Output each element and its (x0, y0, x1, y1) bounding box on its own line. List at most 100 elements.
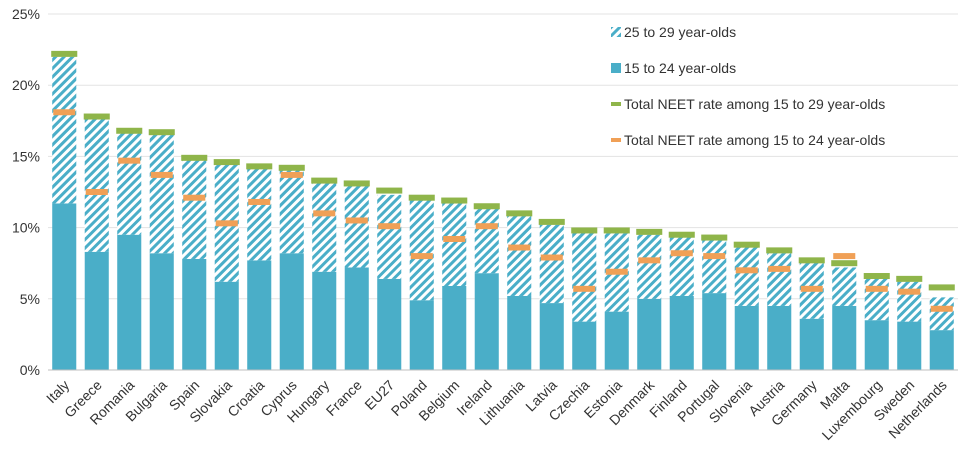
legend-label: Total NEET rate among 15 to 29 year-olds (624, 96, 885, 112)
marker-total-15-29-bulgaria (148, 129, 175, 136)
bar-25-29-portugal (702, 240, 727, 294)
marker-total-15-24-estonia (605, 268, 628, 275)
marker-total-15-29-portugal (701, 234, 728, 241)
marker-total-15-24-malta (833, 253, 856, 260)
bar-15-24-sweden (897, 321, 922, 370)
legend-label: Total NEET rate among 15 to 24 year-olds (624, 132, 885, 148)
bar-15-24-luxembourg (864, 320, 889, 370)
x-tick-label: Croatia (224, 377, 267, 420)
marker-total-15-24-belgium (443, 235, 466, 242)
marker-total-15-29-italy (51, 50, 78, 57)
bar-15-24-belgium (442, 285, 467, 370)
bar-25-29-poland (409, 199, 434, 301)
bar-25-29-luxembourg (864, 278, 889, 321)
bar-15-24-portugal (702, 293, 727, 370)
legend-swatch (611, 138, 621, 142)
y-tick-label: 10% (12, 220, 40, 236)
marker-total-15-24-ireland (475, 223, 498, 230)
y-tick-label: 15% (12, 148, 40, 164)
marker-total-15-29-belgium (441, 197, 468, 204)
bar-25-29-spain (182, 159, 207, 259)
markers (51, 50, 955, 312)
bar-25-29-slovenia (734, 246, 759, 306)
marker-total-15-29-sweden (896, 275, 923, 282)
y-tick-label: 0% (20, 362, 40, 378)
marker-total-15-24-eu27 (378, 223, 401, 230)
bar-25-29-malta (832, 267, 857, 306)
marker-total-15-24-hungary (313, 210, 336, 217)
y-axis: 0% 5% 10% 15% 20% 25% (12, 6, 40, 378)
marker-total-15-29-czechia (571, 227, 598, 234)
bar-25-29-lithuania (507, 214, 532, 296)
bar-15-24-czechia (572, 321, 597, 370)
bar-25-29-denmark (637, 234, 662, 299)
marker-total-15-29-netherlands (928, 284, 955, 291)
marker-total-15-24-denmark (638, 257, 661, 264)
marker-total-15-29-poland (408, 194, 435, 201)
marker-total-15-24-finland (670, 250, 693, 257)
bar-15-24-cyprus (279, 253, 304, 370)
bar-25-29-bulgaria (149, 133, 174, 254)
bar-15-24-croatia (247, 260, 272, 370)
bar-15-24-greece (84, 251, 109, 370)
marker-total-15-29-austria (766, 247, 793, 254)
marker-total-15-24-slovakia (215, 220, 238, 227)
marker-total-15-29-malta (831, 260, 858, 267)
x-axis: ItalyGreeceRomaniaBulgariaSpainSlovakiaC… (43, 369, 958, 443)
legend-swatch (611, 27, 621, 37)
bar-25-29-greece (84, 117, 109, 252)
marker-total-15-29-lithuania (506, 210, 533, 217)
bar-15-24-netherlands (929, 330, 954, 370)
bar-15-24-poland (409, 300, 434, 370)
bar-25-29-netherlands (929, 297, 954, 331)
bar-25-29-czechia (572, 231, 597, 322)
legend-label: 25 to 29 year-olds (624, 24, 736, 40)
bar-25-29-austria (767, 253, 792, 306)
bar-15-24-finland (669, 295, 694, 370)
marker-total-15-29-denmark (636, 228, 663, 235)
bar-15-24-romania (117, 234, 142, 370)
legend-label: 15 to 24 year-olds (624, 60, 736, 76)
bar-15-24-lithuania (507, 295, 532, 370)
marker-total-15-29-france (343, 180, 370, 187)
bar-15-24-latvia (539, 303, 564, 370)
marker-total-15-24-netherlands (930, 305, 953, 312)
marker-total-15-24-austria (768, 265, 791, 272)
legend-swatch (611, 102, 621, 106)
marker-total-15-24-bulgaria (150, 171, 173, 178)
marker-total-15-29-hungary (311, 177, 338, 184)
marker-total-15-24-slovenia (735, 267, 758, 274)
marker-total-15-29-greece (83, 113, 110, 120)
marker-total-15-29-slovakia (213, 159, 240, 166)
bar-15-24-spain (182, 258, 207, 370)
bar-15-24-ireland (474, 273, 499, 370)
bar-25-29-ireland (474, 207, 499, 274)
marker-total-15-29-ireland (473, 203, 500, 210)
marker-total-15-24-luxembourg (865, 285, 888, 292)
bar-15-24-eu27 (377, 278, 402, 370)
marker-total-15-29-finland (668, 231, 695, 238)
bar-15-24-france (344, 267, 369, 370)
marker-total-15-24-romania (118, 157, 141, 164)
bar-15-24-italy (52, 203, 77, 370)
marker-total-15-29-slovenia (733, 241, 760, 248)
bar-15-24-denmark (637, 298, 662, 370)
marker-total-15-24-italy (53, 109, 76, 116)
marker-total-15-24-france (345, 217, 368, 224)
marker-total-15-24-spain (183, 194, 206, 201)
legend: 25 to 29 year-olds 15 to 24 year-olds Tota… (611, 24, 885, 148)
marker-total-15-29-estonia (603, 227, 630, 234)
marker-total-15-29-croatia (246, 163, 273, 170)
bar-25-29-italy (52, 56, 77, 204)
bar-15-24-bulgaria (149, 253, 174, 370)
bar-25-29-sweden (897, 281, 922, 322)
marker-total-15-29-germany (798, 257, 825, 264)
marker-total-15-29-spain (181, 154, 208, 161)
bar-15-24-hungary (312, 271, 337, 370)
bar-25-29-finland (669, 236, 694, 296)
bar-25-29-latvia (539, 224, 564, 304)
marker-total-15-29-eu27 (376, 187, 403, 194)
bar-25-29-romania (117, 132, 142, 235)
marker-total-15-29-romania (116, 127, 143, 134)
